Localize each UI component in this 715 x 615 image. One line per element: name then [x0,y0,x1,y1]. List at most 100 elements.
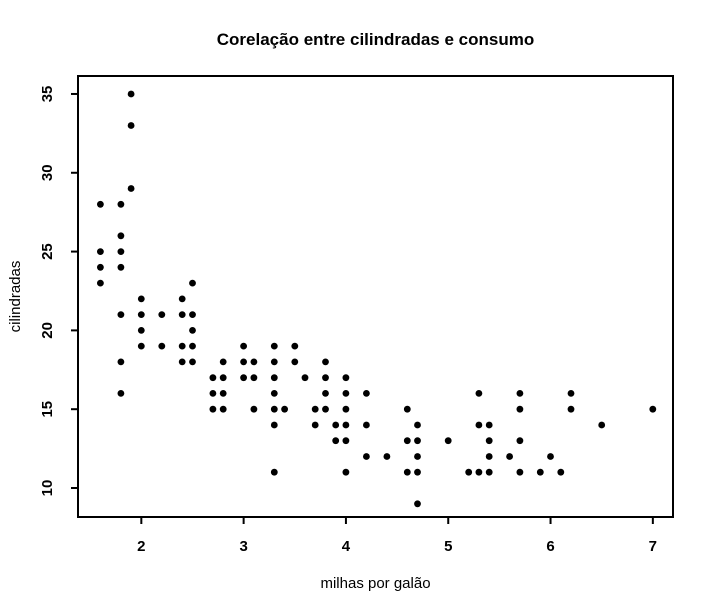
y-axis: 10 15 20 25 30 35 [39,86,78,496]
data-point [219,405,227,413]
x-tick-label: 2 [137,538,145,555]
data-point [189,327,196,334]
data-point [240,342,248,350]
data-point [516,405,524,413]
data-point [414,437,421,445]
data-point [414,500,421,508]
data-point [270,390,278,397]
data-point [475,390,483,397]
data-point [178,311,186,318]
data-point [97,200,104,208]
data-point [209,390,217,397]
data-point [240,374,248,382]
data-point [403,437,411,445]
data-point [291,358,299,366]
data-point [485,421,493,429]
data-point [189,311,196,318]
data-point [342,468,350,476]
data-point [127,122,135,129]
data-point [250,358,258,366]
data-point [270,468,278,476]
data-point [363,390,370,397]
data-point [270,405,278,413]
data-point [281,405,288,413]
x-axis-label: milhas por galão [320,575,430,592]
data-point [219,358,227,366]
data-point [117,232,125,240]
data-point [178,295,186,303]
data-point [311,421,319,429]
data-point [291,342,299,350]
data-point [137,295,145,303]
data-point [219,374,227,382]
data-point [178,358,186,366]
data-point [189,358,196,366]
data-point [97,263,104,271]
y-tick-label: 30 [39,164,56,181]
data-point [363,453,370,460]
data-point [403,405,411,413]
data-point [567,405,575,413]
data-point [342,421,350,429]
data-point [158,342,166,350]
data-point [557,468,565,476]
data-point [444,437,452,445]
data-point [117,200,125,208]
plot-area-border [77,75,674,518]
data-point [485,468,493,476]
data-point [127,185,135,192]
data-point [383,453,391,460]
data-point [97,248,104,256]
data-point [342,405,350,413]
data-point [270,358,278,366]
data-point [332,421,340,429]
data-point [311,405,319,413]
y-axis-label: cilindradas [7,261,24,333]
data-point [516,468,524,476]
y-tick-label: 15 [39,401,56,418]
data-point [536,468,544,476]
data-point [649,405,657,413]
x-tick-label: 7 [649,538,657,555]
x-tick-label: 3 [239,538,247,555]
data-point [178,342,186,350]
data-point [342,374,350,382]
y-tick-label: 35 [39,86,56,103]
data-point [240,358,248,366]
data-point [475,421,483,429]
data-point [332,437,340,445]
data-point [137,311,145,318]
data-point [322,405,329,413]
x-tick-label: 5 [444,538,452,555]
data-point [137,327,145,334]
data-point [219,390,227,397]
data-point [414,468,421,476]
data-point [414,421,421,429]
data-point [137,342,145,350]
data-point [209,405,217,413]
data-point [189,279,196,287]
y-tick-label: 25 [39,243,56,260]
data-point [322,358,329,366]
data-point [270,342,278,350]
data-point [485,437,493,445]
data-point [270,374,278,382]
data-point [414,453,421,460]
data-point [465,468,473,476]
data-point [547,453,554,460]
data-point [403,468,411,476]
data-point [322,390,329,397]
data-point [475,468,483,476]
data-point [506,453,513,460]
y-tick-label: 20 [39,322,56,339]
chart-title: Corelação entre cilindradas e consumo [217,30,534,49]
data-point [250,405,258,413]
x-tick-label: 6 [546,538,554,555]
data-point [598,421,606,429]
data-point [342,390,350,397]
data-point [250,374,258,382]
data-point [117,248,125,256]
data-point [117,263,125,271]
x-tick-label: 4 [342,538,351,555]
